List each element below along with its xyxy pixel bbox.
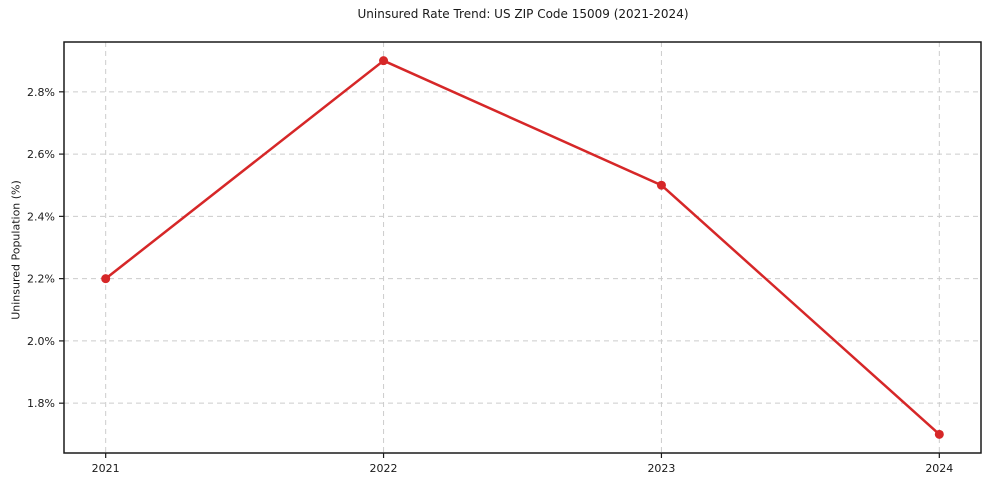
y-tick-label: 2.2% bbox=[27, 273, 55, 286]
chart-title: Uninsured Rate Trend: US ZIP Code 15009 … bbox=[357, 7, 689, 21]
x-tick-label: 2022 bbox=[370, 462, 398, 475]
x-tick-label: 2024 bbox=[925, 462, 953, 475]
data-point bbox=[656, 180, 666, 190]
plot-border bbox=[63, 41, 982, 454]
data-point bbox=[934, 429, 944, 439]
data-point bbox=[101, 274, 111, 284]
y-tick-label: 2.4% bbox=[27, 210, 55, 223]
y-tick-label: 1.8% bbox=[27, 397, 55, 410]
y-tick-label: 2.0% bbox=[27, 335, 55, 348]
data-point bbox=[379, 56, 389, 66]
x-tick-label: 2021 bbox=[92, 462, 120, 475]
y-tick-label: 2.6% bbox=[27, 148, 55, 161]
x-tick-label: 2023 bbox=[647, 462, 675, 475]
trend-line bbox=[104, 59, 941, 436]
y-tick-label: 2.8% bbox=[27, 86, 55, 99]
